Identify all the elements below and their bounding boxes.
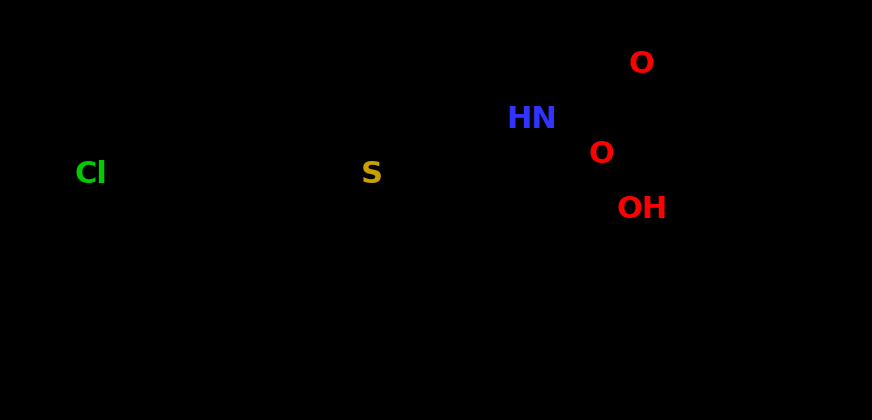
Text: HN: HN	[507, 105, 557, 134]
Text: O: O	[629, 50, 655, 79]
Text: OH: OH	[617, 194, 667, 223]
Text: Cl: Cl	[75, 160, 107, 189]
Text: S: S	[361, 160, 383, 189]
Text: O: O	[589, 139, 615, 168]
